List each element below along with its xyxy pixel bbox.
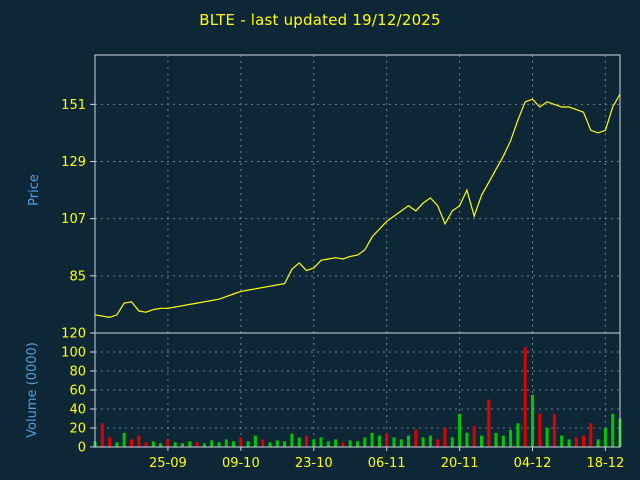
- volume-bar: [290, 433, 294, 447]
- volume-bar: [108, 437, 112, 447]
- volume-bar: [487, 399, 491, 447]
- volume-bar: [509, 429, 513, 447]
- volume-bar: [130, 439, 133, 447]
- volume-bar: [414, 429, 418, 447]
- volume-bar: [458, 413, 462, 448]
- volume-bar: [122, 432, 126, 448]
- volume-bar: [523, 347, 527, 448]
- volume-bar: [603, 428, 607, 447]
- x-tick-label: 09-10: [222, 456, 260, 471]
- volume-bar: [370, 432, 374, 448]
- volume-bar: [246, 441, 250, 447]
- volume-bar: [450, 437, 454, 447]
- volume-bar: [283, 441, 287, 447]
- x-tick-label: 18-12: [587, 456, 625, 471]
- price-y-label: 129: [61, 155, 86, 170]
- volume-bar: [319, 437, 323, 447]
- volume-bar: [494, 432, 498, 448]
- price-y-label: 151: [61, 98, 86, 113]
- volume-bar: [181, 443, 184, 447]
- chart-title: BLTE - last updated 19/12/2025: [199, 11, 441, 29]
- volume-bar: [582, 435, 585, 447]
- volume-bar: [392, 437, 396, 447]
- price-line: [94, 93, 621, 319]
- volume-bar: [589, 423, 593, 448]
- volume-bar: [472, 426, 476, 447]
- volume-bar: [545, 428, 549, 447]
- volume-bar: [428, 435, 432, 447]
- volume-bar: [188, 441, 192, 447]
- volume-bar: [421, 437, 425, 447]
- x-tick-label: 20-11: [441, 456, 479, 471]
- volume-bar: [596, 439, 600, 447]
- volume-bar: [100, 423, 104, 448]
- volume-bar: [144, 442, 148, 448]
- volume-bar: [224, 439, 228, 447]
- x-tick-label: 04-12: [514, 456, 552, 471]
- volume-bar: [363, 437, 367, 447]
- price-y-label: 85: [69, 269, 86, 284]
- price-plot-frame: [94, 54, 621, 334]
- volume-bar: [268, 442, 272, 448]
- volume-bar: [436, 439, 440, 447]
- volume-bar: [326, 441, 330, 447]
- volume-bar: [407, 435, 410, 447]
- volume-bar: [217, 442, 221, 448]
- volume-bar: [516, 423, 520, 448]
- volume-bar: [385, 433, 389, 447]
- volume-bar: [611, 413, 615, 448]
- volume-bar: [465, 432, 469, 448]
- volume-bar: [115, 442, 119, 448]
- volume-y-label: 0: [78, 441, 86, 456]
- volume-y-label: 100: [61, 346, 86, 361]
- volume-bar: [239, 437, 243, 447]
- volume-bar: [159, 443, 163, 447]
- volume-bar: [166, 439, 170, 447]
- volume-bar: [202, 443, 206, 447]
- volume-bar: [531, 394, 534, 448]
- x-tick-label: 23-10: [295, 456, 333, 471]
- price-y-label: 107: [61, 212, 86, 227]
- volume-bar: [552, 413, 556, 448]
- volume-bar: [341, 442, 345, 448]
- volume-bar: [305, 435, 308, 447]
- volume-bar: [501, 435, 505, 447]
- volume-bar: [151, 441, 155, 447]
- volume-bar: [261, 439, 265, 447]
- volume-bar: [195, 442, 199, 448]
- volume-y-label: 120: [61, 327, 86, 342]
- volume-bar: [538, 413, 542, 448]
- volume-bar: [312, 439, 316, 447]
- volume-bar: [334, 439, 338, 447]
- volume-bar: [399, 439, 403, 447]
- volume-bar: [356, 441, 359, 447]
- volume-bar: [137, 435, 141, 447]
- volume-bar: [253, 435, 257, 447]
- volume-bar: [275, 440, 279, 447]
- volume-bar: [173, 442, 177, 448]
- volume-y-label: 60: [69, 384, 86, 399]
- volume-bar: [574, 437, 578, 447]
- volume-bar: [560, 435, 564, 447]
- volume-y-label: 20: [69, 422, 86, 437]
- volume-y-label: 80: [69, 365, 86, 380]
- volume-bar: [232, 441, 235, 447]
- volume-bar: [567, 439, 571, 447]
- x-tick-label: 25-09: [149, 456, 187, 471]
- x-tick-label: 06-11: [368, 456, 406, 471]
- volume-bar: [443, 428, 447, 447]
- volume-bar: [348, 440, 352, 447]
- volume-bar: [297, 437, 301, 447]
- volume-y-label: 40: [69, 403, 86, 418]
- volume-bar: [377, 435, 381, 447]
- volume-bar: [480, 435, 483, 447]
- volume-bar: [210, 440, 214, 447]
